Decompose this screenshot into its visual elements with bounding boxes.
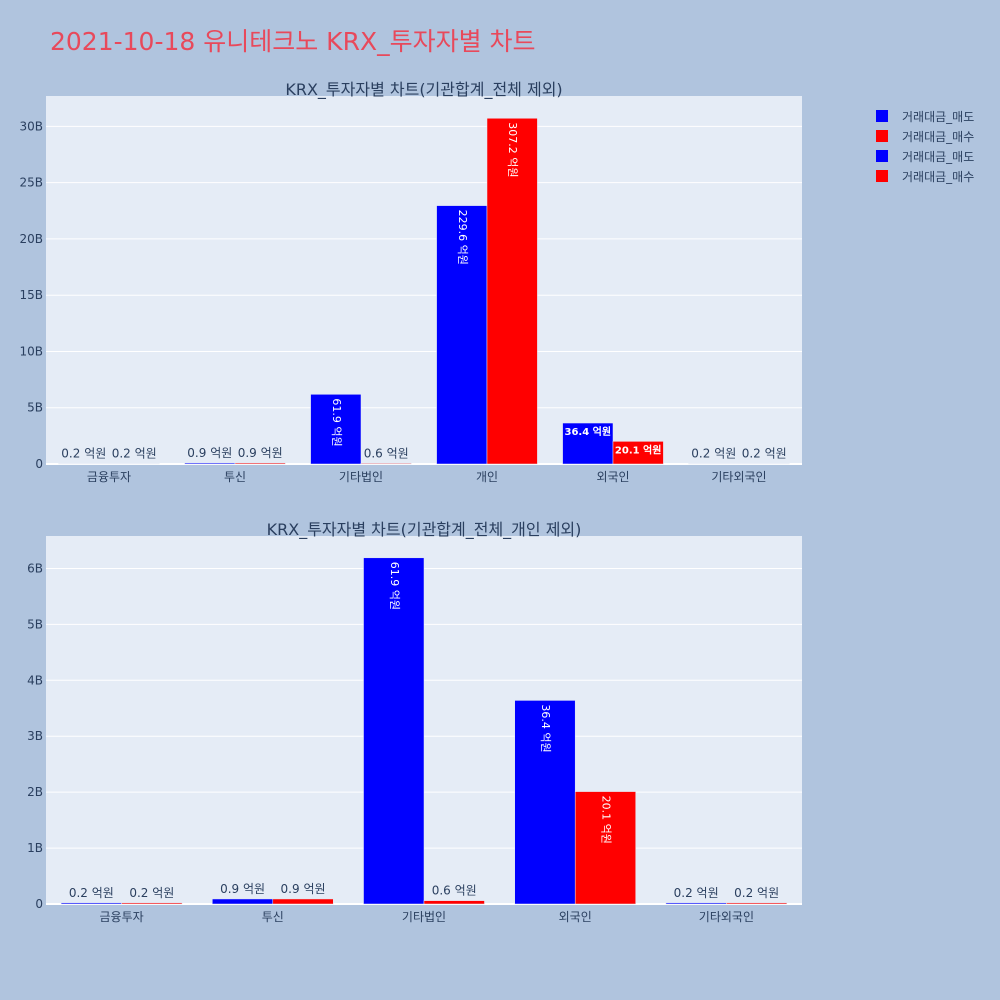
bar [272,898,334,905]
legend-label: 거래대금_매수 [902,169,975,184]
y-tick-label: 5B [27,401,43,415]
x-tick-label: 외국인 [596,470,629,484]
data-label: 307.2 억원 [506,122,519,177]
data-label: 61.9 억원 [330,398,343,446]
data-label: 0.6 억원 [364,446,409,460]
plot-area [46,96,802,464]
bar [310,394,362,465]
bar [612,441,664,465]
x-tick-label: 기타외국인 [699,910,754,924]
y-tick-label: 3B [27,729,43,743]
bar [688,463,740,465]
x-tick-label: 외국인 [559,910,592,924]
bar [423,900,485,905]
legend-item[interactable]: 거래대금_매도 [876,146,974,166]
data-label: 0.2 억원 [69,886,114,900]
x-tick-label: 기타외국인 [711,470,766,484]
data-label: 0.9 억원 [281,882,326,896]
data-label: 0.9 억원 [220,882,265,896]
legend-label: 거래대금_매수 [902,129,975,144]
y-tick-label: 2B [27,785,43,799]
y-tick-label: 20B [19,232,43,246]
data-label: 61.9 억원 [388,562,401,610]
data-label: 0.2 억원 [734,886,779,900]
data-label: 0.2 억원 [674,886,719,900]
legend-item[interactable]: 거래대금_매도 [876,106,974,126]
y-tick-label: 25B [19,176,43,190]
bar [60,902,122,905]
legend-swatch [876,170,888,182]
data-label: 0.2 억원 [691,447,736,461]
legend-label: 거래대금_매도 [902,149,975,164]
bar [562,422,614,465]
y-tick-label: 10B [19,344,43,358]
bar [184,462,236,465]
y-tick-label: 1B [27,841,43,855]
legend-swatch [876,110,888,122]
x-tick-label: 기타법인 [402,910,446,924]
y-tick-label: 6B [27,561,43,575]
y-tick-label: 4B [27,673,43,687]
legend: 거래대금_매도 거래대금_매수 거래대금_매도 거래대금_매수 [876,106,974,186]
y-tick-label: 0 [35,897,43,911]
data-label: 0.2 억원 [61,447,106,461]
data-label: 0.6 억원 [432,884,477,898]
data-label: 229.6 억원 [456,210,469,265]
y-tick-label: 5B [27,617,43,631]
x-tick-label: 투신 [262,910,284,924]
legend-item[interactable]: 거래대금_매수 [876,166,974,186]
legend-swatch [876,130,888,142]
bar [574,791,636,905]
x-tick-label: 투신 [224,470,246,484]
x-tick-label: 개인 [476,470,498,484]
data-label: 0.2 억원 [112,447,157,461]
legend-swatch [876,150,888,162]
legend-item[interactable]: 거래대금_매수 [876,126,974,146]
x-tick-label: 기타법인 [339,470,383,484]
bar [665,902,727,905]
bar [436,205,488,465]
data-label: 36.4 억원 [539,704,552,752]
bar [360,463,412,465]
data-label: 0.2 억원 [742,447,787,461]
data-label: 36.4 억원 [565,425,612,438]
bar [234,462,286,465]
chart-title: KRX_투자자별 차트(기관합계_전체_개인 제외) [267,520,582,540]
data-label: 20.1 억원 [599,796,612,844]
bar [363,557,425,905]
bar [514,700,576,905]
chart-title: KRX_투자자별 차트(기관합계_전체 제외) [285,80,562,100]
data-label: 0.2 억원 [129,886,174,900]
bar [726,902,788,905]
bar [108,463,160,465]
bar [121,902,183,905]
y-tick-label: 30B [19,119,43,133]
bar [738,463,790,465]
bar [58,463,110,465]
y-tick-label: 0 [35,457,43,471]
x-tick-label: 금융투자 [87,470,131,484]
data-label: 20.1 억원 [615,443,662,456]
legend-label: 거래대금_매도 [902,109,975,124]
bar [212,898,274,905]
data-label: 0.9 억원 [187,446,232,460]
x-tick-label: 금융투자 [100,910,144,924]
page-title: 2021-10-18 유니테크노 KRX_투자자별 차트 [50,27,536,56]
bar [486,118,538,465]
y-tick-label: 15B [19,288,43,302]
data-label: 0.9 억원 [238,446,283,460]
